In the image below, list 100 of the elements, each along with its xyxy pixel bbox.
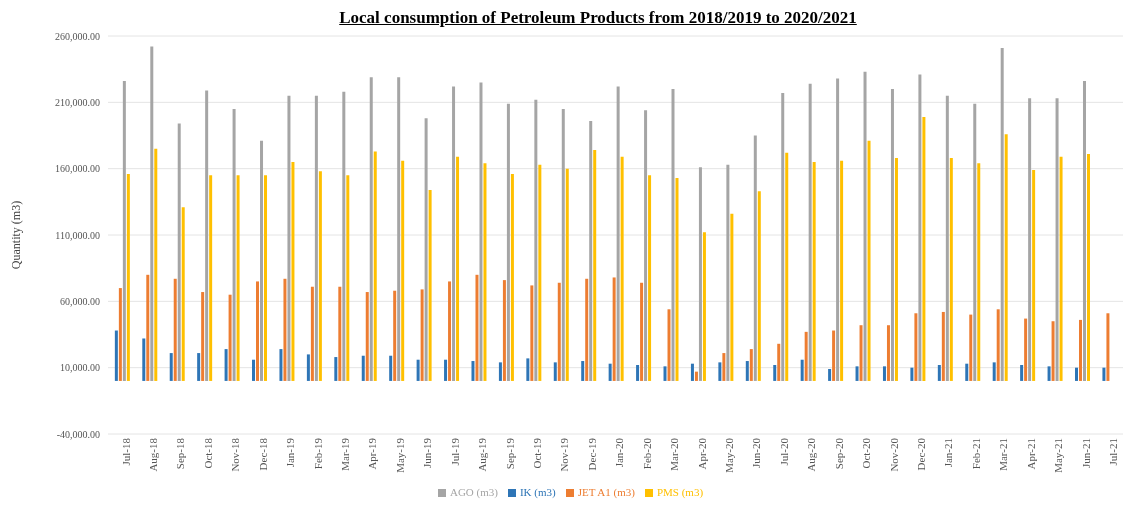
bar xyxy=(369,77,373,381)
bar xyxy=(150,46,154,381)
bar xyxy=(448,281,452,381)
bar xyxy=(882,366,886,381)
y-tick-label: 210,000.00 xyxy=(55,96,100,108)
bar xyxy=(663,366,667,381)
bar xyxy=(209,175,213,381)
bar xyxy=(373,151,377,381)
x-tick-label: Mar-20 xyxy=(668,437,681,471)
bar xyxy=(361,355,365,381)
bar xyxy=(800,359,804,381)
bar xyxy=(365,292,369,381)
bar xyxy=(863,71,867,381)
bar xyxy=(471,361,475,381)
bar xyxy=(534,99,538,381)
bar xyxy=(1102,367,1106,381)
bar xyxy=(283,278,287,381)
y-tick-label: 10,000.00 xyxy=(60,362,100,374)
bar xyxy=(498,362,502,381)
bar xyxy=(890,89,894,381)
x-tick-label: Jul-19 xyxy=(448,437,461,466)
bar xyxy=(804,331,808,381)
bar xyxy=(636,365,640,381)
bar xyxy=(287,95,291,381)
x-tick-label: Apr-19 xyxy=(366,437,379,470)
bar xyxy=(314,95,318,381)
bar xyxy=(318,171,322,381)
x-tick-label: Sep-19 xyxy=(503,437,516,470)
bar xyxy=(690,363,694,381)
x-tick-label: Apr-21 xyxy=(1024,438,1037,470)
x-tick-label: Jul-21 xyxy=(1107,438,1120,466)
bar xyxy=(620,156,624,381)
bar xyxy=(1055,98,1059,381)
bar xyxy=(260,140,264,381)
bar xyxy=(593,150,597,381)
bar xyxy=(1047,366,1051,381)
bar xyxy=(181,207,185,381)
bar xyxy=(840,160,844,381)
bar xyxy=(228,294,232,381)
y-tick-label: 110,000.00 xyxy=(55,229,100,241)
bar xyxy=(949,158,953,381)
x-tick-label: Jun-20 xyxy=(750,437,763,468)
bar xyxy=(671,89,675,381)
bar xyxy=(1024,318,1028,381)
bar xyxy=(808,83,812,381)
bar xyxy=(142,338,146,381)
bar xyxy=(785,152,789,381)
bar xyxy=(894,158,898,381)
x-tick-label: May-21 xyxy=(1052,438,1065,473)
bar xyxy=(456,156,460,381)
bar xyxy=(828,368,832,381)
x-tick-label: Aug-18 xyxy=(146,437,159,472)
bar xyxy=(914,313,918,381)
y-axis-title: Quantity (m3) xyxy=(9,200,24,270)
bar xyxy=(749,349,753,381)
bar xyxy=(867,140,871,381)
bar xyxy=(812,162,816,381)
x-tick-label: Nov-20 xyxy=(887,437,900,472)
bar xyxy=(722,353,726,381)
bar xyxy=(279,349,283,381)
x-tick-label: Sep-20 xyxy=(832,437,845,470)
bar xyxy=(910,367,914,381)
x-tick-label: Mar-21 xyxy=(997,438,1010,471)
bar xyxy=(1106,313,1110,381)
bar xyxy=(428,189,432,381)
legend-label: JET A1 (m3) xyxy=(577,486,635,498)
bar xyxy=(886,325,890,381)
chart-title: Local consumption of Petroleum Products from 2018/2019 to 2020/2021 xyxy=(338,8,858,28)
bar xyxy=(264,175,268,381)
bar xyxy=(502,280,506,381)
bar xyxy=(397,77,401,381)
bar xyxy=(726,164,730,381)
x-tick-label: Dec-18 xyxy=(256,437,269,471)
x-tick-label: May-20 xyxy=(723,437,736,473)
bar xyxy=(393,290,397,381)
bar xyxy=(118,288,122,381)
bar xyxy=(996,309,1000,381)
x-tick-label: Dec-19 xyxy=(585,437,598,471)
bar xyxy=(526,358,530,381)
bar xyxy=(291,162,295,381)
bar xyxy=(114,330,118,381)
x-tick-label: Oct-20 xyxy=(860,437,873,469)
bar xyxy=(1059,156,1063,381)
bar xyxy=(675,177,679,381)
bar xyxy=(1082,81,1086,381)
bar xyxy=(667,309,671,381)
bar xyxy=(444,359,448,381)
bar xyxy=(973,103,977,381)
y-tick-label: 260,000.00 xyxy=(55,30,100,42)
bar xyxy=(169,353,173,381)
bar xyxy=(757,191,761,381)
x-tick-label: Jul-18 xyxy=(119,437,132,466)
bar xyxy=(969,314,973,381)
bar xyxy=(146,274,150,381)
x-tick-label: Jan-21 xyxy=(942,438,955,468)
bar xyxy=(640,282,644,381)
bar xyxy=(201,292,205,381)
bar xyxy=(753,135,757,381)
bar xyxy=(730,213,734,381)
bar xyxy=(836,78,840,381)
